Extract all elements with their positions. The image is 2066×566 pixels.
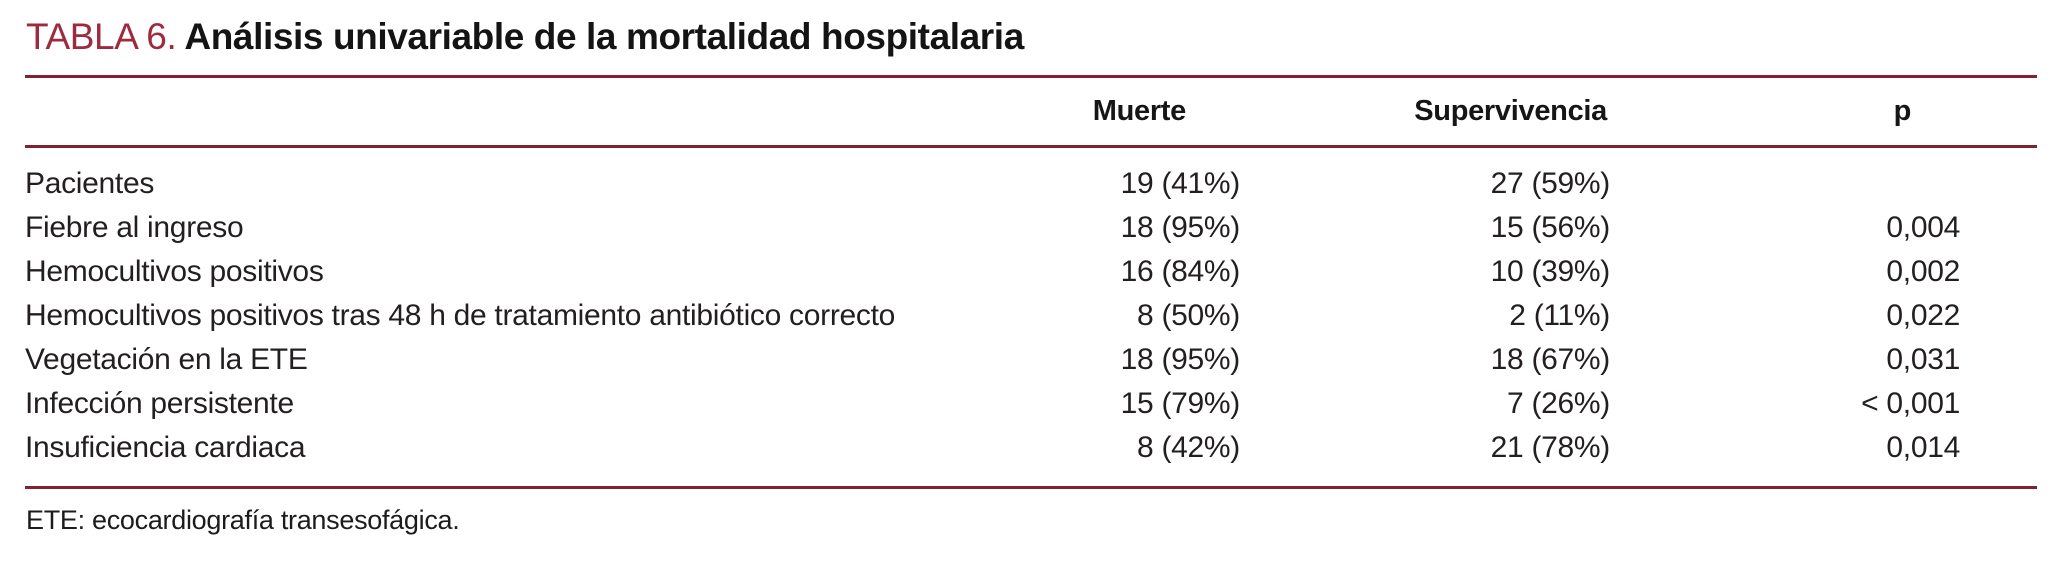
row-label: Hemocultivos positivos tras 48 h de trat… <box>25 299 896 332</box>
column-header-supervivencia: Supervivencia <box>1414 95 1607 127</box>
cell-supervivencia: 18 (67%) <box>1490 343 1611 376</box>
cell-muerte: 19 (41%) <box>1120 167 1241 200</box>
univariable-analysis-table: Muerte Supervivencia p Pacientes 19 (41%… <box>25 75 2037 489</box>
cell-p: 0,004 <box>1886 211 1960 244</box>
cell-p: 0,031 <box>1886 343 1960 376</box>
cell-supervivencia: 2 (11%) <box>1509 299 1610 332</box>
cell-p <box>1680 147 2037 207</box>
column-header-p: p <box>1893 95 1912 127</box>
cell-supervivencia: 10 (39%) <box>1490 255 1611 288</box>
header-row: Muerte Supervivencia p <box>25 77 2037 147</box>
cell-supervivencia: 15 (56%) <box>1490 211 1611 244</box>
row-label: Hemocultivos positivos <box>25 255 324 288</box>
table-row: Fiebre al ingreso 18 (95%) 15 (56%) 0,00… <box>25 206 2037 250</box>
cell-p: < 0,001 <box>1861 387 1960 420</box>
cell-muerte: 18 (95%) <box>1120 343 1241 376</box>
row-label: Insuficiencia cardiaca <box>25 431 306 464</box>
column-header-muerte: Muerte <box>1092 95 1187 127</box>
cell-muerte: 15 (79%) <box>1120 387 1241 420</box>
cell-muerte: 8 (42%) <box>1137 431 1240 464</box>
row-label: Infección persistente <box>25 387 294 420</box>
cell-muerte: 16 (84%) <box>1120 255 1241 288</box>
table-row: Vegetación en la ETE 18 (95%) 18 (67%) 0… <box>25 338 2037 382</box>
table-row: Pacientes 19 (41%) 27 (59%) <box>25 147 2037 207</box>
table-title: TABLA 6. Análisis univariable de la morta… <box>26 16 2037 58</box>
table-header: Muerte Supervivencia p <box>25 77 2037 147</box>
table-row: Insuficiencia cardiaca 8 (42%) 21 (78%) … <box>25 426 2037 488</box>
cell-p: 0,002 <box>1886 255 1960 288</box>
row-label: Vegetación en la ETE <box>25 343 308 376</box>
table-row: Infección persistente 15 (79%) 7 (26%) <… <box>25 382 2037 426</box>
table-footnote: ETE: ecocardiografía transesofágica. <box>26 505 460 535</box>
cell-p: 0,022 <box>1886 299 1960 332</box>
cell-supervivencia: 27 (59%) <box>1490 167 1611 200</box>
cell-muerte: 8 (50%) <box>1137 299 1240 332</box>
cell-p: 0,014 <box>1886 431 1960 464</box>
cell-supervivencia: 21 (78%) <box>1490 431 1611 464</box>
table-number-label: TABLA 6. <box>26 16 177 57</box>
cell-supervivencia: 7 (26%) <box>1507 387 1610 420</box>
row-label: Pacientes <box>25 167 155 200</box>
table-row: Hemocultivos positivos tras 48 h de trat… <box>25 294 2037 338</box>
table-body: Pacientes 19 (41%) 27 (59%) Fiebre al in… <box>25 147 2037 488</box>
cell-muerte: 18 (95%) <box>1120 211 1241 244</box>
table-row: Hemocultivos positivos 16 (84%) 10 (39%)… <box>25 250 2037 294</box>
table-caption: Análisis univariable de la mortalidad ho… <box>184 16 1024 57</box>
row-label: Fiebre al ingreso <box>25 211 244 244</box>
table-figure: TABLA 6. Análisis univariable de la morta… <box>25 16 2037 535</box>
column-header-variable <box>25 77 1020 147</box>
